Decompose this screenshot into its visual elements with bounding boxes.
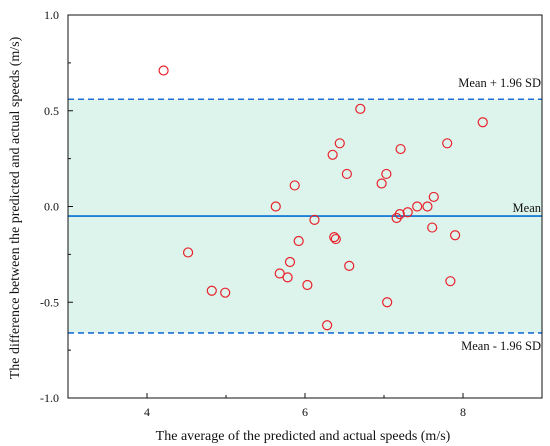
data-point bbox=[182, 247, 194, 258]
y-tick-label: 1.0 bbox=[44, 8, 59, 22]
y-tick-label: -0.5 bbox=[40, 295, 59, 309]
data-point bbox=[322, 320, 333, 331]
y-tick-label: 0.0 bbox=[44, 200, 59, 214]
data-point bbox=[394, 209, 405, 220]
x-tick-label: 6 bbox=[302, 405, 308, 419]
upper-loa-label: Mean + 1.96 SD bbox=[458, 76, 541, 90]
x-tick-label: 4 bbox=[144, 405, 150, 419]
data-point bbox=[376, 178, 387, 189]
data-point bbox=[382, 297, 393, 308]
data-point bbox=[274, 268, 285, 279]
data-point bbox=[220, 287, 231, 298]
reference-lines bbox=[68, 98, 542, 334]
data-point bbox=[302, 279, 313, 291]
data-point bbox=[206, 285, 217, 296]
data-point bbox=[327, 149, 338, 160]
lower-loa-label: Mean - 1.96 SD bbox=[461, 339, 541, 353]
data-point bbox=[282, 272, 293, 283]
y-axis-title: The difference between the predicted and… bbox=[8, 36, 23, 379]
data-point bbox=[329, 232, 340, 243]
y-tick-label: 0.5 bbox=[44, 104, 59, 118]
data-point bbox=[422, 201, 433, 212]
data-point bbox=[309, 214, 320, 226]
data-point bbox=[442, 138, 453, 149]
data-point bbox=[395, 143, 406, 155]
data-point bbox=[270, 201, 281, 212]
x-axis-title: The average of the predicted and actual … bbox=[156, 429, 451, 444]
data-point bbox=[293, 235, 304, 247]
data-point bbox=[427, 222, 438, 233]
data-point bbox=[412, 201, 423, 212]
data-point bbox=[450, 230, 461, 241]
mean-label: Mean bbox=[513, 201, 542, 215]
data-points bbox=[158, 65, 488, 331]
y-tick-label: -1.0 bbox=[40, 391, 59, 405]
x-tick-label: 8 bbox=[460, 405, 466, 419]
axes: 4 6 8 -1.0 -0.5 0.0 0.5 1.0 bbox=[40, 8, 543, 419]
data-point bbox=[289, 180, 300, 191]
data-point bbox=[341, 168, 352, 180]
data-point bbox=[330, 233, 341, 245]
data-point bbox=[344, 260, 355, 271]
data-point bbox=[158, 65, 169, 76]
data-point bbox=[428, 191, 439, 203]
data-point bbox=[477, 117, 488, 128]
data-point bbox=[334, 138, 345, 149]
data-point bbox=[381, 168, 392, 180]
band-labels: Mean + 1.96 SD Mean Mean - 1.96 SD bbox=[458, 76, 541, 353]
data-point bbox=[402, 207, 413, 218]
data-point bbox=[284, 256, 296, 268]
data-point bbox=[445, 276, 456, 287]
data-point bbox=[355, 103, 366, 114]
